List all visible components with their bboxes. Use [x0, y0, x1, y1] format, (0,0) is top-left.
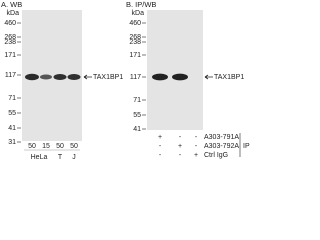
band [172, 73, 188, 81]
band [67, 74, 81, 80]
unit-label: kDa [7, 10, 20, 17]
marker-label: 55 [8, 110, 16, 117]
band [40, 74, 52, 80]
panel-title: A. WB [1, 0, 22, 9]
sample-label: T [58, 154, 63, 161]
row-label: A303-792A [204, 143, 239, 150]
figure: A. WBkDa46026823817111771554131TAX1BP1B.… [1, 0, 250, 161]
lane-amount: 50 [70, 143, 78, 150]
marker-label: 55 [133, 112, 141, 119]
row-label: A303-791A [204, 134, 239, 141]
sign: - [159, 152, 162, 159]
blot-b [147, 10, 203, 130]
sample-label: HeLa [31, 154, 48, 161]
arrow [204, 74, 213, 80]
marker-label: 31 [8, 139, 16, 146]
panel-title: B. IP/WB [126, 0, 156, 9]
marker-label: 171 [4, 52, 16, 59]
marker-label: 460 [129, 20, 141, 27]
lane-amount: 50 [56, 143, 64, 150]
sign: + [178, 143, 182, 150]
sign: - [195, 134, 198, 141]
marker-label: 171 [129, 52, 141, 59]
marker-label: 268 [4, 34, 16, 41]
marker-label: 238 [4, 39, 16, 46]
sign: - [179, 152, 182, 159]
sign: + [194, 152, 198, 159]
band [53, 74, 67, 80]
marker-label: 268 [129, 34, 141, 41]
marker-label: 71 [133, 97, 141, 104]
marker-label: 117 [130, 74, 141, 81]
sample-label: J [72, 154, 76, 161]
marker-label: 238 [129, 39, 141, 46]
sign: - [195, 143, 198, 150]
marker-label: 41 [8, 125, 16, 132]
marker-label: 71 [8, 95, 16, 102]
lane-amount: 15 [42, 143, 50, 150]
band [152, 73, 168, 81]
sign: + [158, 134, 162, 141]
marker-label: 117 [5, 72, 16, 79]
marker-label: 460 [4, 20, 16, 27]
arrow [83, 74, 92, 80]
band [25, 73, 39, 81]
target-label: TAX1BP1 [214, 74, 244, 81]
group-label: IP [243, 143, 250, 150]
sign: - [159, 143, 162, 150]
lane-amount: 50 [28, 143, 36, 150]
marker-label: 41 [133, 126, 141, 133]
target-label: TAX1BP1 [93, 74, 123, 81]
unit-label: kDa [132, 10, 145, 17]
row-label: Ctrl IgG [204, 152, 228, 159]
sign: - [179, 134, 182, 141]
